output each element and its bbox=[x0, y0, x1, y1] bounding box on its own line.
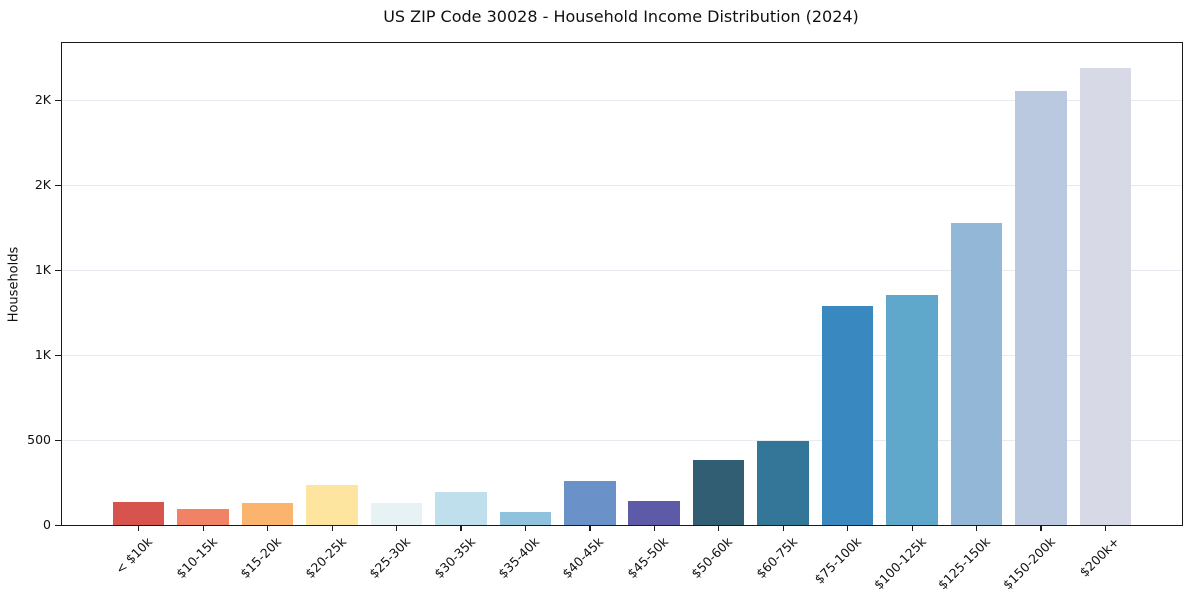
chart-title: US ZIP Code 30028 - Household Income Dis… bbox=[383, 7, 859, 26]
bar-$15-20k bbox=[241, 502, 294, 525]
x-tick-label: $20-25k bbox=[301, 534, 349, 582]
bar-$25-30k bbox=[370, 503, 423, 525]
x-tick-label: $25-30k bbox=[366, 534, 414, 582]
gridline bbox=[62, 354, 1182, 356]
y-tick-label: 0 bbox=[43, 517, 51, 533]
y-tick bbox=[55, 269, 62, 271]
y-tick bbox=[55, 99, 62, 101]
x-tick bbox=[138, 525, 140, 531]
gridline bbox=[62, 99, 1182, 101]
x-tick bbox=[782, 525, 784, 531]
bar-$60-75k bbox=[757, 440, 809, 525]
x-tick bbox=[1040, 525, 1042, 531]
y-tick-label: 1K bbox=[34, 347, 51, 363]
bar-$100-125k bbox=[886, 294, 938, 525]
x-tick bbox=[653, 525, 655, 531]
bar-$75-100k bbox=[821, 305, 874, 525]
x-tick bbox=[718, 525, 720, 531]
x-tick bbox=[202, 525, 204, 531]
bar-< $10k bbox=[112, 501, 165, 525]
bar-$50-60k bbox=[692, 459, 745, 525]
y-tick-label: 1K bbox=[34, 262, 51, 278]
bar-$10-15k bbox=[177, 508, 229, 525]
y-tick bbox=[55, 354, 62, 356]
x-tick bbox=[847, 525, 849, 531]
bar-$40-45k bbox=[564, 481, 616, 525]
gridline bbox=[62, 184, 1182, 186]
x-tick-label: < $10k bbox=[112, 534, 156, 577]
x-tick-label: $150-200k bbox=[999, 534, 1058, 590]
bar-$125-150k bbox=[950, 222, 1003, 525]
bar-$20-25k bbox=[306, 485, 358, 525]
bar-$150-200k bbox=[1015, 91, 1067, 525]
y-tick bbox=[55, 524, 62, 526]
y-tick bbox=[55, 184, 62, 186]
x-tick-label: $125-150k bbox=[934, 534, 994, 590]
y-tick-label: 500 bbox=[27, 432, 51, 448]
x-tick-label: $60-75k bbox=[752, 534, 800, 582]
bar-$45-50k bbox=[628, 501, 680, 525]
x-tick bbox=[911, 525, 913, 531]
bar-$30-35k bbox=[435, 491, 487, 525]
x-tick-label: $15-20k bbox=[237, 534, 285, 582]
y-tick-label: 2K bbox=[34, 92, 51, 108]
x-tick bbox=[331, 525, 333, 531]
x-tick bbox=[976, 525, 978, 531]
x-tick-label: $100-125k bbox=[870, 534, 929, 590]
y-axis-label: Households bbox=[6, 246, 22, 323]
x-tick bbox=[1104, 525, 1107, 531]
bar-$200k+ bbox=[1079, 68, 1132, 525]
x-tick-label: $200k+ bbox=[1076, 534, 1123, 580]
x-tick-label: $50-60k bbox=[688, 534, 736, 582]
x-tick-label: $45-50k bbox=[623, 534, 672, 582]
x-tick-label: $10-15k bbox=[172, 534, 220, 582]
x-tick-label: $35-40k bbox=[495, 534, 543, 582]
x-tick-label: $40-45k bbox=[559, 534, 607, 582]
x-tick-label: $75-100k bbox=[811, 534, 865, 587]
x-tick bbox=[396, 525, 398, 531]
plot-area bbox=[61, 42, 1183, 526]
y-tick-label: 2K bbox=[34, 177, 51, 193]
x-tick bbox=[524, 525, 527, 531]
x-tick bbox=[589, 525, 591, 531]
y-tick bbox=[55, 439, 62, 441]
x-tick bbox=[267, 525, 269, 531]
gridline bbox=[62, 269, 1182, 271]
bar-$35-40k bbox=[499, 511, 552, 525]
x-tick-label: $30-35k bbox=[430, 534, 478, 582]
x-tick bbox=[460, 525, 462, 531]
gridline bbox=[62, 439, 1182, 441]
